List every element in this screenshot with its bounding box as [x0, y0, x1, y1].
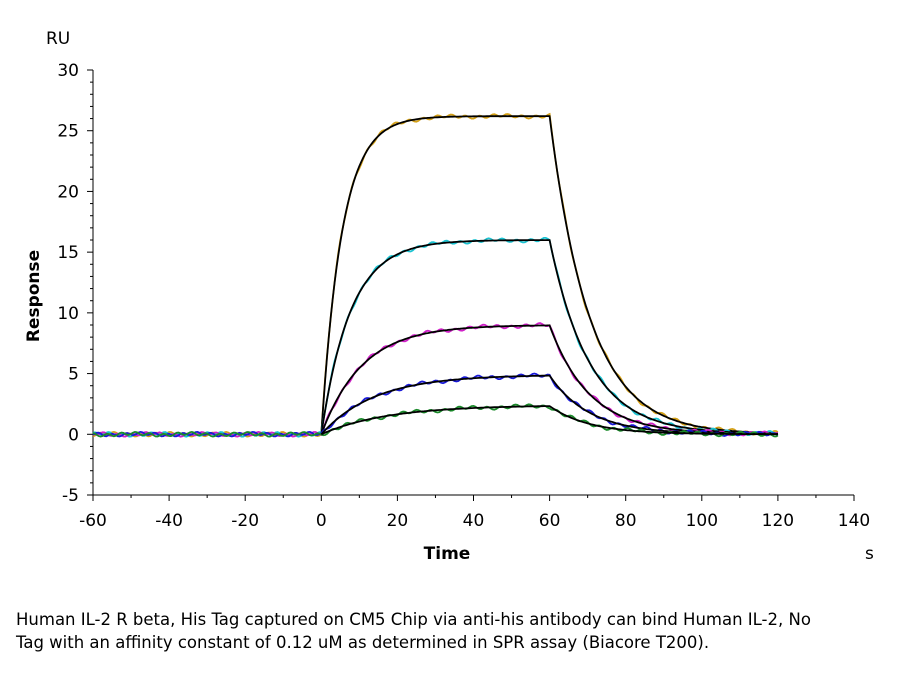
y-tick-label: 15 — [57, 243, 79, 263]
x-tick-label: -60 — [79, 511, 107, 531]
x-tick-label: 140 — [838, 511, 870, 531]
series-fit-curve-5 — [320, 405, 778, 436]
y-tick-label: 0 — [68, 425, 79, 445]
x-tick-label: 0 — [316, 511, 327, 531]
series-fit-curve-3 — [320, 324, 778, 435]
figure-caption: Human IL-2 R beta, His Tag captured on C… — [16, 610, 811, 652]
x-tick-label: 120 — [762, 511, 794, 531]
sensorgram-chart: -5 0 5 10 15 20 25 30 -60 -40 -20 0 20 40 60 80 100 120 14… — [24, 29, 874, 564]
x-unit-label: s — [865, 544, 874, 564]
y-axis-title: Response — [24, 250, 44, 342]
series-data-curve-1 — [92, 112, 779, 438]
series-fit-curve-2 — [320, 239, 778, 435]
x-tick-label: 20 — [387, 511, 409, 531]
x-tick-label: 40 — [463, 511, 485, 531]
y-tick-label: 10 — [57, 304, 79, 324]
x-axis-title: Time — [424, 544, 471, 564]
x-tick-label: 80 — [615, 511, 637, 531]
y-tick-label: 20 — [57, 182, 79, 202]
y-tick-label: 25 — [57, 122, 79, 142]
y-tick-label: -5 — [62, 486, 79, 506]
x-tick-label: 60 — [539, 511, 561, 531]
x-tick-label: -40 — [155, 511, 183, 531]
y-tick-label: 5 — [68, 365, 79, 385]
series-fit-curve-4 — [320, 374, 778, 435]
x-tick-label: -20 — [231, 511, 259, 531]
y-unit-label: RU — [46, 29, 70, 49]
series-fit-curve-1 — [320, 115, 778, 435]
x-tick-label: 100 — [686, 511, 718, 531]
series-data-curve-5 — [92, 403, 779, 438]
series-data-curve-2 — [92, 237, 778, 438]
y-tick-label: 30 — [57, 61, 79, 81]
axes: -5 0 5 10 15 20 25 30 -60 -40 -20 0 20 40 60 80 100 120 14… — [57, 61, 870, 531]
curves — [92, 112, 779, 438]
